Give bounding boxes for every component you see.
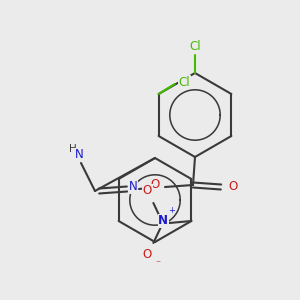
Text: H: H <box>69 144 77 154</box>
Text: +: + <box>168 206 175 215</box>
Text: O: O <box>150 178 160 191</box>
Text: O: O <box>143 248 152 262</box>
Text: ⁻: ⁻ <box>155 259 160 269</box>
Text: O: O <box>228 181 238 194</box>
Text: Cl: Cl <box>189 40 201 53</box>
Text: N: N <box>75 148 83 161</box>
Text: N: N <box>158 214 168 227</box>
Text: N: N <box>129 181 137 194</box>
Text: O: O <box>143 184 152 197</box>
Text: Cl: Cl <box>179 76 190 88</box>
